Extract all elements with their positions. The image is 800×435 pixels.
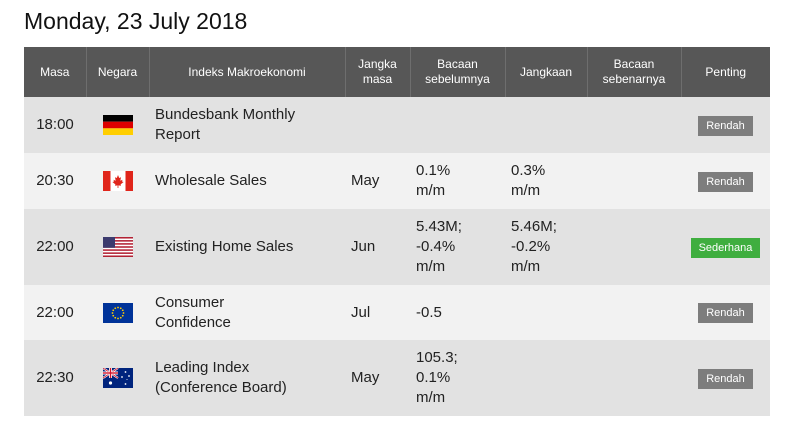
event-period: Jul	[345, 285, 410, 340]
germany-flag-icon	[102, 115, 133, 136]
table-row[interactable]: 18:00 Bundesbank Monthly Report Rendah	[24, 97, 770, 153]
page-title: Monday, 23 July 2018	[24, 8, 248, 34]
column-header-actual-line2: sebenarnya	[602, 72, 666, 86]
event-time: 22:00	[24, 285, 86, 340]
column-header-period-line1: Jangka	[358, 57, 397, 71]
event-importance: Rendah	[681, 97, 770, 153]
eu-flag-icon	[102, 302, 133, 323]
event-period: May	[345, 153, 410, 209]
event-name: Wholesale Sales	[149, 153, 345, 209]
event-forecast	[505, 340, 587, 416]
column-header-importance: Penting	[681, 47, 770, 97]
event-name: Consumer Confidence	[149, 285, 345, 340]
event-actual	[587, 209, 681, 285]
event-country	[86, 153, 149, 209]
event-name: Existing Home Sales	[149, 209, 345, 285]
table-row[interactable]: 22:00	[24, 285, 770, 340]
importance-badge: Rendah	[698, 303, 753, 323]
importance-badge: Rendah	[698, 171, 753, 192]
event-actual	[587, 340, 681, 416]
event-period	[345, 97, 410, 153]
event-forecast	[505, 285, 587, 340]
event-previous: 105.3; 0.1% m/m	[410, 340, 505, 416]
event-importance: Rendah	[681, 340, 770, 416]
event-importance: Rendah	[681, 285, 770, 340]
event-time: 22:30	[24, 340, 86, 416]
event-actual	[587, 153, 681, 209]
table-row[interactable]: 22:00 Existing Home Sales Jun 5.43M; -0.…	[24, 209, 770, 285]
event-country	[86, 209, 149, 285]
event-actual	[587, 285, 681, 340]
table-header-row: Masa Negara Indeks Makroekonomi Jangka m…	[24, 47, 770, 97]
table-row[interactable]: 22:30	[24, 340, 770, 416]
event-previous: 0.1% m/m	[410, 153, 505, 209]
australia-flag-icon	[102, 368, 133, 389]
event-period: Jun	[345, 209, 410, 285]
event-forecast: 0.3% m/m	[505, 153, 587, 209]
usa-flag-icon	[102, 237, 133, 258]
importance-badge: Rendah	[698, 368, 753, 389]
importance-badge: Rendah	[698, 115, 753, 136]
event-name: Bundesbank Monthly Report	[149, 97, 345, 153]
column-header-actual: Bacaan sebenarnya	[587, 47, 682, 97]
economic-calendar-table: Masa Negara Indeks Makroekonomi Jangka m…	[24, 47, 770, 416]
importance-badge: Sederhana	[690, 237, 761, 258]
event-name: Leading Index (Conference Board)	[149, 340, 345, 416]
event-period: May	[345, 340, 410, 416]
event-time: 20:30	[24, 153, 86, 209]
column-header-period-line2: masa	[362, 72, 393, 86]
event-time: 18:00	[24, 97, 86, 153]
column-header-previous: Bacaan sebelumnya	[410, 47, 506, 97]
event-country	[86, 340, 149, 416]
column-header-country: Negara	[86, 47, 150, 97]
table-row[interactable]: 20:30 Wholesale Sales May 0.1% m/m 0.3% …	[24, 153, 770, 209]
event-country	[86, 97, 149, 153]
column-header-previous-line2: sebelumnya	[425, 72, 490, 86]
event-forecast	[505, 97, 587, 153]
event-country	[86, 285, 149, 340]
column-header-period: Jangka masa	[345, 47, 411, 97]
event-actual	[587, 97, 681, 153]
column-header-actual-line1: Bacaan	[613, 57, 655, 71]
event-previous: 5.43M; -0.4% m/m	[410, 209, 505, 285]
event-previous	[410, 97, 505, 153]
column-header-previous-line1: Bacaan	[437, 57, 478, 71]
event-importance: Rendah	[681, 153, 770, 209]
column-header-forecast: Jangkaan	[505, 47, 588, 97]
column-header-time: Masa	[24, 47, 87, 97]
canada-flag-icon	[102, 171, 133, 192]
event-forecast: 5.46M; -0.2% m/m	[505, 209, 587, 285]
event-time: 22:00	[24, 209, 86, 285]
column-header-index: Indeks Makroekonomi	[149, 47, 346, 97]
event-previous: -0.5	[410, 285, 505, 340]
event-importance: Sederhana	[681, 209, 770, 285]
